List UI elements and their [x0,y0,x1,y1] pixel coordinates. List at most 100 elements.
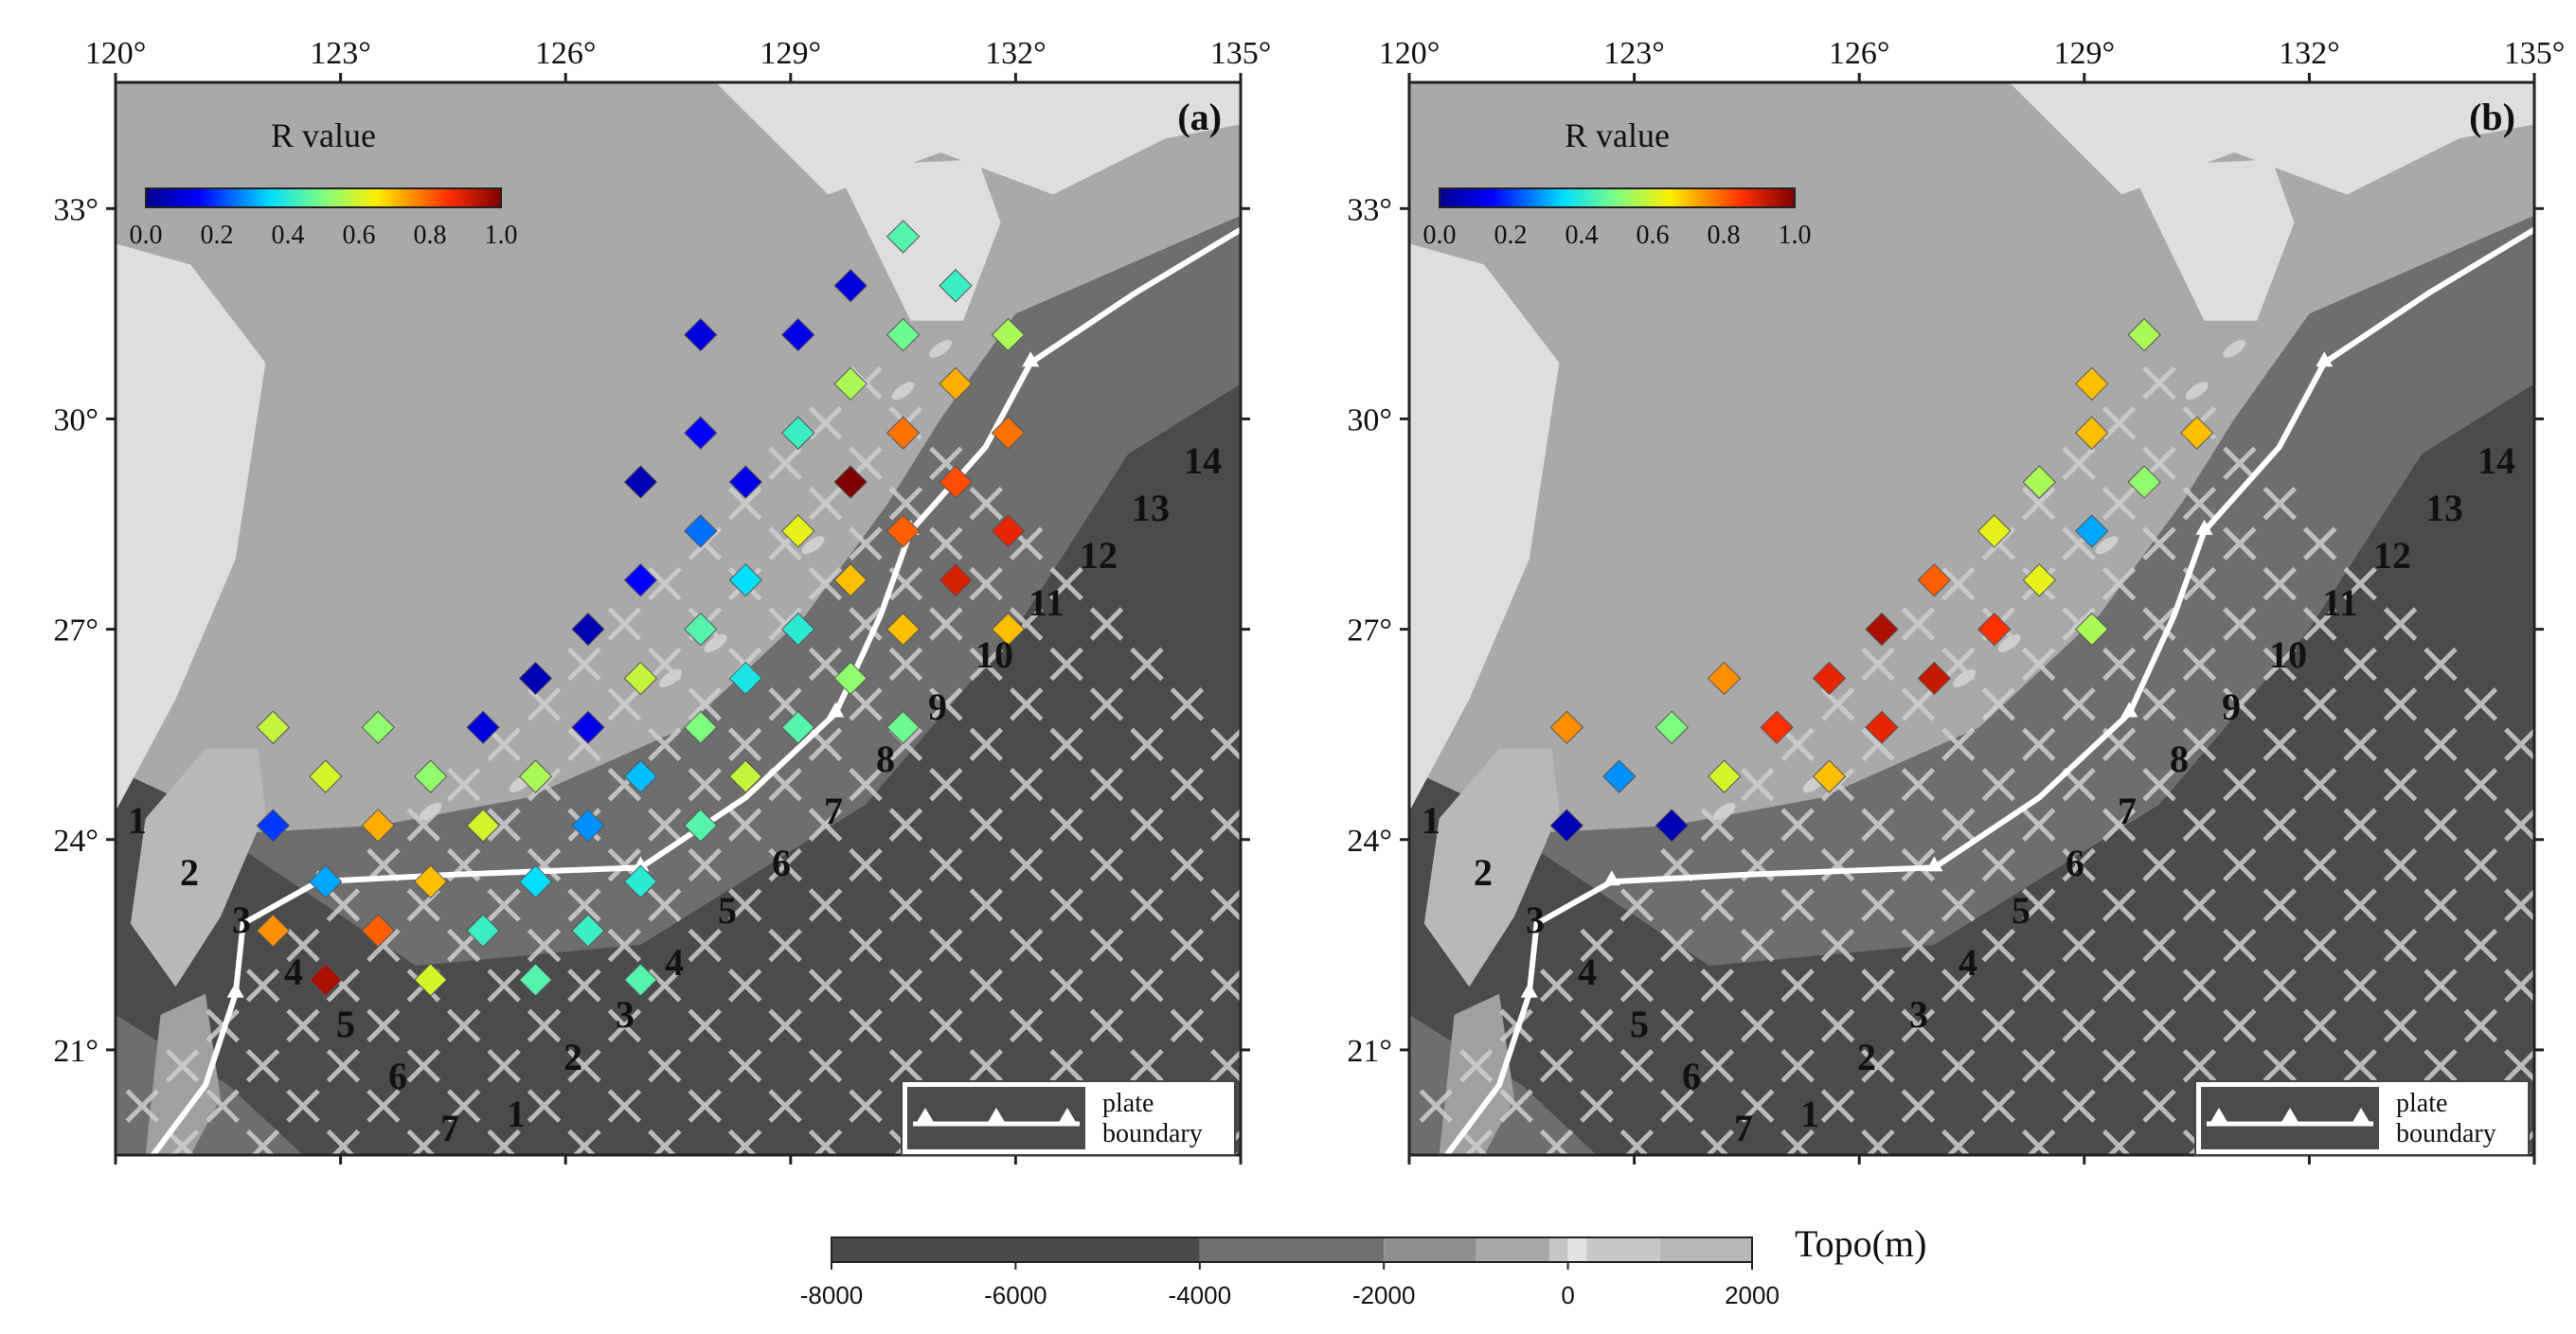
grid-cross [2142,928,2176,963]
r-value-diamond [781,416,815,450]
along-strike-number: 1 [1422,799,1440,842]
grid-cross [1780,808,1815,842]
grid-cross [1820,928,1855,963]
r-value-diamond [361,914,395,948]
plate-boundary-triangle [1022,351,1040,367]
grid-cross [1941,727,1976,762]
r-value-diamond [623,759,658,793]
grid-cross [929,526,963,560]
grid-cross [808,727,843,762]
grid-cross [2463,687,2498,721]
r-value-diamond [781,612,815,647]
grid-cross [1700,888,1735,922]
ryukyu-island [1997,634,2021,652]
grid-cross [849,1089,883,1123]
grid-cross [1580,1089,1614,1123]
grid-cross [1049,647,1083,682]
grid-cross [727,808,762,842]
grid-cross [607,928,642,963]
grid-cross [2383,1008,2418,1043]
r-value-diamond [2022,563,2056,597]
grid-cross [1130,647,1164,682]
grid-cross [1901,1008,1936,1043]
r-value-diamond [684,416,718,450]
r-value-tick: 0.6 [343,221,376,250]
grid-cross [367,928,401,963]
grid-cross [929,928,963,963]
cross-section-number: 12 [1080,534,1118,577]
grid-cross [2102,969,2137,1003]
grid-cross [2223,847,2257,882]
grid-cross [1049,808,1083,842]
grid-cross [2504,727,2534,762]
r-value-diamond [361,809,395,843]
grid-cross [727,727,762,762]
grid-cross [1009,928,1044,963]
grid-cross [1740,767,1775,802]
grid-cross [1130,1048,1164,1083]
r-value-diamond [728,661,762,696]
grid-cross [2182,647,2217,682]
grid-cross [808,1048,843,1083]
grid-cross [1210,727,1241,762]
cross-section-number: 14 [2478,439,2515,482]
cross-section-number: 1 [507,1093,526,1135]
grid-cross [411,1129,441,1155]
grid-cross [2343,727,2377,762]
plate-boundary-triangle [827,702,845,718]
grid-cross [1700,969,1735,1003]
grid-cross [2223,767,2257,802]
grid-cross [1170,928,1205,963]
grid-cross [888,808,923,842]
grid-cross [2343,647,2377,682]
grid-cross [888,566,923,601]
grid-cross [929,847,963,882]
grid-cross [607,607,642,641]
r-value-gradient [145,187,502,208]
grid-cross [929,607,963,641]
grid-cross [849,526,883,560]
grid-cross [326,888,361,922]
grid-cross [2062,687,2096,721]
grid-cross [1252,1010,1282,1041]
grid-cross [2223,446,2257,481]
grid-cross [1130,888,1164,922]
grid-cross [567,888,601,922]
grid-cross [1009,847,1044,882]
grid-cross [1544,1129,1574,1155]
cross-section-number: 14 [1184,439,1222,482]
y-tick-label: 30° [1347,402,1392,437]
r-value-diamond [518,661,553,696]
r-value-diamond [571,809,605,843]
x-tick-label: 135° [1210,36,1272,71]
grid-cross [1740,1008,1775,1043]
grid-cross [326,1048,361,1083]
grid-cross [2343,566,2377,601]
grid-cross [2343,1048,2377,1083]
grid-cross [1089,687,1124,721]
grid-cross [1049,888,1083,922]
r-value-tick: 0.8 [414,221,447,250]
r-value-diamond [256,710,291,744]
grid-cross [1820,1089,1855,1123]
r-value-diamond [518,963,553,997]
grid-cross [2021,486,2056,521]
cross-section-number: 4 [1959,941,1977,984]
grid-cross [406,808,441,842]
cross-section-number: 4 [665,941,684,984]
grid-cross [2383,607,2418,641]
r-value-diamond [518,759,553,793]
r-value-diamond [2022,465,2056,499]
grid-cross [2182,888,2217,922]
luzon-arc [1439,993,1514,1155]
grid-cross [1780,1048,1815,1083]
grid-cross [2062,607,2096,641]
x-tick-label: 126° [535,36,597,71]
grid-cross [2263,1048,2298,1083]
grid-cross [929,446,963,481]
along-strike-number: 6 [1682,1055,1701,1097]
grid-cross [1458,1048,1494,1083]
cross-section-number: 12 [2373,534,2411,577]
r-value-diamond [939,465,973,499]
plate-boundary-triangle [1520,982,1538,998]
